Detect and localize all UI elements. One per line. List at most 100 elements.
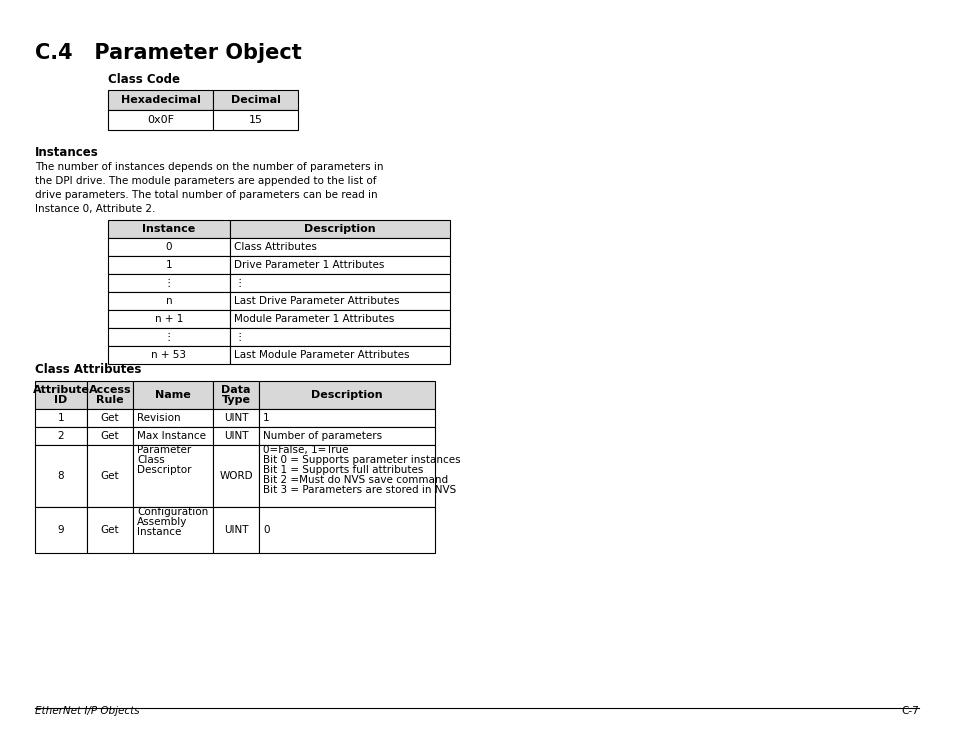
Bar (108, 292, 230, 310)
Text: Parameter: Parameter (137, 445, 191, 455)
Bar (258, 445, 435, 507)
Text: Drive Parameter 1 Attributes: Drive Parameter 1 Attributes (233, 260, 384, 270)
Text: Class Attributes: Class Attributes (35, 363, 141, 376)
Bar (258, 507, 435, 553)
Text: Class Attributes: Class Attributes (233, 242, 316, 252)
Text: ID: ID (54, 395, 68, 405)
Text: 8: 8 (57, 471, 64, 481)
Bar (108, 346, 230, 364)
Bar (87, 445, 132, 507)
Text: Instance: Instance (137, 527, 181, 537)
Bar (230, 256, 450, 274)
Bar (87, 427, 132, 445)
Text: Description: Description (311, 390, 382, 400)
Text: Bit 1 = Supports full attributes: Bit 1 = Supports full attributes (263, 465, 423, 475)
Text: 0: 0 (166, 242, 172, 252)
Text: n: n (166, 296, 172, 306)
Text: WORD: WORD (219, 471, 253, 481)
Text: UINT: UINT (224, 431, 248, 441)
Bar (230, 220, 450, 238)
Bar (108, 110, 213, 130)
Bar (35, 445, 87, 507)
Bar (108, 238, 230, 256)
Text: 0x0F: 0x0F (147, 115, 173, 125)
Text: Name: Name (155, 390, 191, 400)
Text: Assembly: Assembly (137, 517, 187, 527)
Text: Access: Access (89, 385, 132, 395)
Bar (230, 292, 450, 310)
Bar (108, 328, 230, 346)
Bar (213, 507, 258, 553)
Bar (258, 409, 435, 427)
Text: ⋮: ⋮ (233, 278, 244, 288)
Text: Get: Get (101, 413, 119, 423)
Text: 15: 15 (248, 115, 262, 125)
Text: 0=False, 1=True: 0=False, 1=True (263, 445, 348, 455)
Text: C.4   Parameter Object: C.4 Parameter Object (35, 43, 301, 63)
Text: Max Instance: Max Instance (137, 431, 206, 441)
Text: Instances: Instances (35, 146, 99, 159)
Text: Decimal: Decimal (231, 95, 280, 105)
Text: Configuration: Configuration (137, 507, 208, 517)
Bar (230, 328, 450, 346)
Bar (35, 427, 87, 445)
Bar (213, 409, 258, 427)
Text: Last Drive Parameter Attributes: Last Drive Parameter Attributes (233, 296, 399, 306)
Bar (108, 220, 230, 238)
Bar (108, 90, 213, 110)
Bar (213, 427, 258, 445)
Text: Bit 2 =Must do NVS save command: Bit 2 =Must do NVS save command (263, 475, 448, 485)
Text: 1: 1 (263, 413, 270, 423)
Text: Type: Type (221, 395, 251, 405)
Text: Class Code: Class Code (108, 73, 180, 86)
Bar (213, 90, 297, 110)
Text: Class: Class (137, 455, 165, 465)
Text: C-7: C-7 (901, 706, 918, 716)
Text: Description: Description (304, 224, 375, 234)
Bar (132, 427, 213, 445)
Bar (108, 256, 230, 274)
Text: drive parameters. The total number of parameters can be read in: drive parameters. The total number of pa… (35, 190, 377, 200)
Text: Last Module Parameter Attributes: Last Module Parameter Attributes (233, 350, 409, 360)
Text: Data: Data (221, 385, 251, 395)
Text: ⋮: ⋮ (164, 332, 174, 342)
Text: The number of instances depends on the number of parameters in: The number of instances depends on the n… (35, 162, 383, 172)
Bar (35, 381, 87, 409)
Text: Get: Get (101, 431, 119, 441)
Bar (258, 427, 435, 445)
Text: Attribute: Attribute (32, 385, 90, 395)
Bar (108, 310, 230, 328)
Bar (87, 409, 132, 427)
Text: 1: 1 (57, 413, 64, 423)
Bar (35, 409, 87, 427)
Text: Module Parameter 1 Attributes: Module Parameter 1 Attributes (233, 314, 394, 324)
Text: 2: 2 (57, 431, 64, 441)
Bar (258, 381, 435, 409)
Text: ⋮: ⋮ (233, 332, 244, 342)
Text: Rule: Rule (96, 395, 124, 405)
Text: Descriptor: Descriptor (137, 465, 192, 475)
Text: Get: Get (101, 471, 119, 481)
Text: Revision: Revision (137, 413, 180, 423)
Text: 9: 9 (57, 525, 64, 535)
Text: UINT: UINT (224, 413, 248, 423)
Text: Instance 0, Attribute 2.: Instance 0, Attribute 2. (35, 204, 155, 214)
Text: 0: 0 (263, 525, 269, 535)
Bar (87, 507, 132, 553)
Bar (87, 381, 132, 409)
Bar (132, 409, 213, 427)
Text: n + 1: n + 1 (154, 314, 183, 324)
Bar (132, 381, 213, 409)
Bar (230, 274, 450, 292)
Text: the DPI drive. The module parameters are appended to the list of: the DPI drive. The module parameters are… (35, 176, 376, 186)
Text: n + 53: n + 53 (152, 350, 186, 360)
Text: Bit 3 = Parameters are stored in NVS: Bit 3 = Parameters are stored in NVS (263, 485, 456, 495)
Bar (230, 346, 450, 364)
Bar (108, 274, 230, 292)
Text: Instance: Instance (142, 224, 195, 234)
Bar (213, 110, 297, 130)
Bar (230, 238, 450, 256)
Text: Bit 0 = Supports parameter instances: Bit 0 = Supports parameter instances (263, 455, 460, 465)
Text: Get: Get (101, 525, 119, 535)
Bar (35, 507, 87, 553)
